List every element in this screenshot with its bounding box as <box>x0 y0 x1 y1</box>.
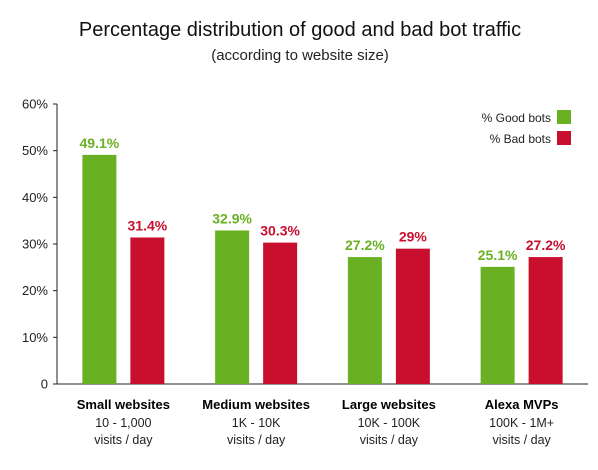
category-unit: visits / day <box>94 433 153 447</box>
data-label: 32.9% <box>212 210 252 226</box>
chart-subtitle: (according to website size) <box>211 47 389 64</box>
bar-good-bots <box>82 154 117 384</box>
bars <box>82 154 563 384</box>
category-range: 100K - 1M+ <box>489 416 554 430</box>
bar-bad-bots <box>395 248 430 384</box>
category-name: Alexa MVPs <box>485 397 559 412</box>
category-range: 10K - 100K <box>358 416 421 430</box>
y-tick-label: 40% <box>22 190 48 205</box>
bar-bad-bots <box>263 242 298 384</box>
data-label: 49.1% <box>80 135 120 151</box>
axes: 0 10% 20% 30% 40% 50% 60% <box>22 97 588 392</box>
y-tick-label: 20% <box>22 283 48 298</box>
value-labels: 49.1% 31.4% 32.9% 30.3% 27.2% 29% 25.1% 27.2% <box>80 135 566 263</box>
data-label: 27.2% <box>526 237 566 253</box>
bar-bad-bots <box>130 237 165 384</box>
legend-label: % Good bots <box>482 111 551 125</box>
bar-good-bots <box>215 230 250 384</box>
y-tick-label: 0 <box>41 377 48 392</box>
category-labels: Small websites 10 - 1,000 visits / day Medi… <box>77 397 559 447</box>
data-label: 31.4% <box>128 217 168 233</box>
data-label: 25.1% <box>478 247 518 263</box>
legend-label: % Bad bots <box>490 132 551 146</box>
bar-good-bots <box>480 266 515 384</box>
y-tick-label: 10% <box>22 330 48 345</box>
y-tick-label: 50% <box>22 143 48 158</box>
category-unit: visits / day <box>492 433 551 447</box>
data-label: 30.3% <box>260 223 300 239</box>
category-unit: visits / day <box>360 433 419 447</box>
category-name: Small websites <box>77 397 170 412</box>
category-name: Large websites <box>342 397 436 412</box>
category-name: Medium websites <box>202 397 310 412</box>
bar-bad-bots <box>528 257 563 384</box>
data-label: 27.2% <box>345 237 385 253</box>
legend-swatch <box>557 131 571 145</box>
y-tick-label: 60% <box>22 97 48 112</box>
legend: % Good bots % Bad bots <box>482 110 571 146</box>
category-range: 1K - 10K <box>232 416 281 430</box>
bar-good-bots <box>347 257 382 384</box>
legend-swatch <box>557 110 571 124</box>
y-tick-label: 30% <box>22 237 48 252</box>
chart-title: Percentage distribution of good and bad … <box>79 19 521 41</box>
category-range: 10 - 1,000 <box>95 416 151 430</box>
category-unit: visits / day <box>227 433 286 447</box>
data-label: 29% <box>399 229 428 245</box>
